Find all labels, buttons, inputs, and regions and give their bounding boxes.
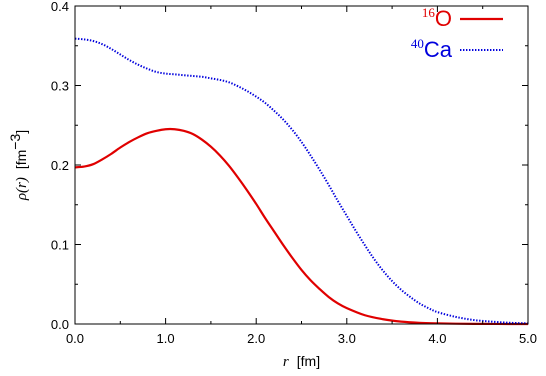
x-tick-label: 3.0 (338, 331, 356, 346)
series-layer (74, 37, 529, 326)
x-tick-label: 2.0 (247, 331, 265, 346)
y-tick-label: 0.2 (51, 158, 69, 173)
x-axis-unit: [fm] (297, 353, 320, 369)
legend-name-ca40: Ca (424, 37, 453, 62)
legend-sup-ca40: 40 (411, 36, 424, 51)
x-tick-label: 0.0 (66, 331, 84, 346)
legend: 16O 40Ca (411, 5, 503, 62)
x-axis-symbol: r (283, 354, 289, 370)
y-tick-label: 0.0 (51, 317, 69, 332)
x-tick-label: 5.0 (519, 331, 537, 346)
x-axis-label: r [fm] (283, 353, 320, 370)
legend-label-o16: 16O (422, 5, 452, 31)
legend-name-o16: O (435, 6, 452, 31)
y-tick-label: 0.1 (51, 238, 69, 253)
y-axis-symbol: ρ(r) (14, 177, 30, 201)
ticks-layer: 0.0 1.0 2.0 3.0 4.0 5.0 0.0 0.1 0.2 0.3 0.4 (51, 0, 537, 346)
legend-label-ca40: 40Ca (411, 36, 453, 62)
series-line-16o (74, 127, 529, 326)
legend-entry-ca40: 40Ca (411, 36, 503, 62)
legend-entry-o16: 16O (422, 5, 503, 31)
legend-sup-o16: 16 (422, 5, 436, 20)
series-line-40ca (74, 37, 529, 325)
plot-frame (74, 5, 529, 325)
x-tick-label: 1.0 (157, 331, 175, 346)
y-tick-label: 0.4 (51, 0, 69, 14)
y-axis-label: ρ(r) [fm−3] (7, 130, 30, 201)
y-axis-unit-exponent: −3 (7, 134, 23, 150)
y-axis-unit-close: ] (13, 130, 29, 134)
y-tick-label: 0.3 (51, 79, 69, 94)
x-tick-label: 4.0 (428, 331, 446, 346)
y-axis-unit: [fm (13, 150, 29, 169)
